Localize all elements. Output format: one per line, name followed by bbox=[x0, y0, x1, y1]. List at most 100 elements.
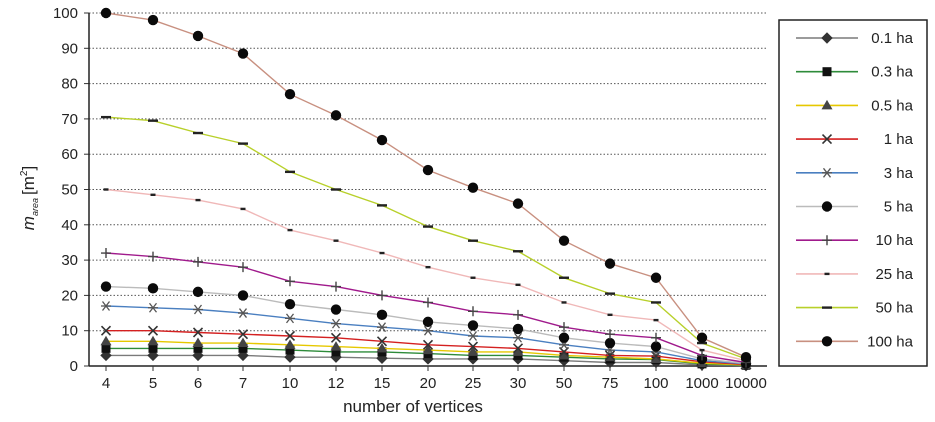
data-point bbox=[331, 188, 341, 191]
x-tick-label: 100 bbox=[643, 375, 668, 392]
x-tick-label: 10 bbox=[282, 375, 299, 392]
data-point bbox=[423, 225, 433, 228]
gridlines bbox=[89, 12, 767, 332]
data-point bbox=[376, 342, 388, 353]
data-point bbox=[238, 142, 248, 145]
data-point bbox=[561, 301, 567, 304]
data-point bbox=[696, 332, 708, 343]
data-point bbox=[148, 302, 158, 313]
legend-label: 5 ha bbox=[884, 199, 914, 216]
data-point bbox=[147, 283, 159, 294]
data-point bbox=[100, 281, 112, 292]
data-point bbox=[284, 330, 296, 342]
axes: number of vertices marea [m2] 0 10 20 30 40 50… bbox=[19, 5, 767, 416]
data-point bbox=[285, 276, 295, 287]
data-point bbox=[193, 343, 203, 353]
data-point bbox=[512, 343, 524, 354]
legend-entry: 100 ha bbox=[796, 333, 914, 350]
legend-entry: 25 ha bbox=[796, 266, 914, 283]
legend-label: 100 ha bbox=[867, 333, 914, 350]
data-point bbox=[101, 343, 111, 353]
legend-marker bbox=[822, 306, 832, 309]
data-point bbox=[422, 344, 434, 355]
legend-label: 50 ha bbox=[875, 300, 913, 317]
data-point bbox=[697, 350, 707, 361]
data-point bbox=[513, 309, 523, 320]
data-point bbox=[422, 164, 434, 176]
legend-label: 25 ha bbox=[875, 266, 913, 283]
data-point bbox=[284, 351, 296, 363]
legend-label: 0.1 ha bbox=[871, 30, 913, 47]
data-point bbox=[192, 337, 204, 348]
data-point bbox=[468, 331, 478, 341]
data-point bbox=[101, 248, 111, 259]
legend-marker bbox=[821, 336, 833, 347]
data-point bbox=[376, 336, 388, 347]
data-point bbox=[331, 281, 341, 292]
data-point bbox=[330, 341, 342, 351]
data-point bbox=[237, 349, 249, 362]
data-point bbox=[285, 313, 295, 324]
legend-entry: 3 ha bbox=[796, 165, 914, 182]
data-point bbox=[284, 339, 296, 349]
data-point bbox=[512, 323, 524, 335]
data-point bbox=[195, 198, 201, 202]
legend-entry: 0.1 ha bbox=[796, 30, 914, 47]
y-tick-label: 30 bbox=[61, 252, 78, 269]
legend-marker bbox=[822, 235, 832, 246]
legend-entry: 1 ha bbox=[796, 131, 914, 148]
data-point bbox=[100, 325, 112, 336]
y-tick-label: 50 bbox=[61, 182, 78, 199]
data-point bbox=[605, 292, 615, 295]
series-lines bbox=[100, 7, 752, 372]
data-point bbox=[284, 88, 296, 100]
data-point bbox=[558, 349, 570, 360]
data-point bbox=[422, 316, 434, 328]
data-point bbox=[468, 306, 478, 317]
data-point bbox=[148, 119, 158, 122]
data-point bbox=[604, 258, 616, 269]
legend-marker bbox=[822, 67, 832, 77]
data-point bbox=[423, 325, 433, 336]
legend-label: 3 ha bbox=[884, 165, 914, 182]
data-point bbox=[653, 318, 659, 322]
data-point bbox=[513, 250, 523, 253]
x-tick-label: 12 bbox=[328, 375, 345, 392]
legend-label: 0.5 ha bbox=[871, 97, 913, 114]
legend-entry: 5 ha bbox=[796, 199, 914, 216]
y-tick-label: 80 bbox=[61, 76, 78, 93]
data-point bbox=[192, 286, 204, 298]
data-point bbox=[512, 198, 524, 209]
x-tick-label: 15 bbox=[374, 375, 391, 392]
y-axis-label-main: m bbox=[19, 216, 38, 230]
data-point bbox=[513, 332, 523, 343]
legend-entry: 50 ha bbox=[796, 300, 914, 317]
legend-marker bbox=[821, 99, 833, 110]
data-point bbox=[100, 7, 112, 19]
data-point bbox=[238, 262, 248, 273]
data-point bbox=[740, 351, 752, 363]
data-point bbox=[101, 115, 111, 119]
x-tick-label: 5 bbox=[149, 375, 157, 392]
legend-entry: 10 ha bbox=[796, 232, 914, 249]
data-point bbox=[192, 327, 204, 338]
data-point bbox=[148, 251, 158, 262]
legend-entry: 0.3 ha bbox=[796, 64, 914, 81]
y-tick-label: 0 bbox=[70, 358, 78, 375]
y-tick-label: 40 bbox=[61, 217, 78, 234]
y-axis-label-sub: area bbox=[30, 198, 40, 216]
data-point bbox=[100, 335, 112, 346]
data-point bbox=[699, 348, 705, 352]
x-tick-label: 4 bbox=[102, 375, 110, 392]
data-point bbox=[147, 14, 159, 26]
data-point bbox=[147, 349, 159, 362]
data-point bbox=[604, 350, 616, 361]
data-point bbox=[468, 239, 478, 242]
data-point bbox=[379, 251, 385, 255]
data-point bbox=[192, 349, 204, 362]
data-point bbox=[651, 301, 661, 304]
data-point bbox=[287, 228, 293, 232]
legend-marker bbox=[824, 272, 830, 276]
data-point bbox=[147, 335, 159, 346]
